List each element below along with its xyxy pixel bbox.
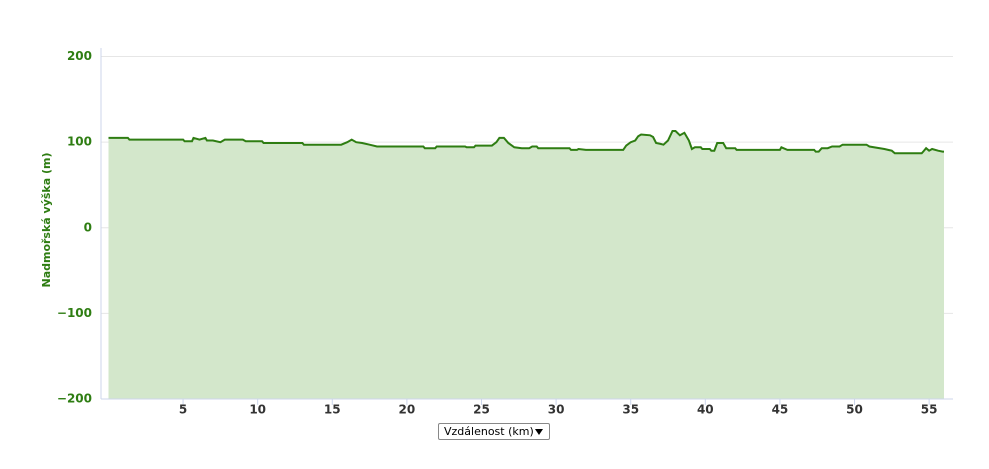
y-axis-title: Nadmořská výška (m) [40, 152, 53, 287]
y-tick-label: 0 [84, 220, 92, 234]
y-tick-label: −100 [57, 306, 92, 320]
x-tick-label: 20 [399, 403, 416, 417]
line [108, 130, 944, 155]
x-tick-label: 15 [324, 403, 341, 417]
y-tick-label: 100 [67, 135, 92, 149]
x-tick-label: 35 [622, 403, 639, 417]
x-axis-title: Vzdálenost (km) [444, 425, 534, 438]
x-tick-label: 25 [473, 403, 490, 417]
x-tick-label: 40 [697, 403, 714, 417]
x-axis-select[interactable]: Vzdálenost (km) [438, 423, 550, 440]
x-tick-label: 45 [772, 403, 789, 417]
x-tick-label: 30 [548, 403, 565, 417]
y-tick-label: 200 [67, 49, 92, 63]
x-tick-label: 5 [179, 403, 187, 417]
y-tick-label: −200 [57, 392, 92, 406]
x-tick-label: 50 [846, 403, 863, 417]
x-tick-label: 55 [921, 403, 938, 417]
area [108, 131, 944, 399]
x-tick-label: 10 [249, 403, 266, 417]
